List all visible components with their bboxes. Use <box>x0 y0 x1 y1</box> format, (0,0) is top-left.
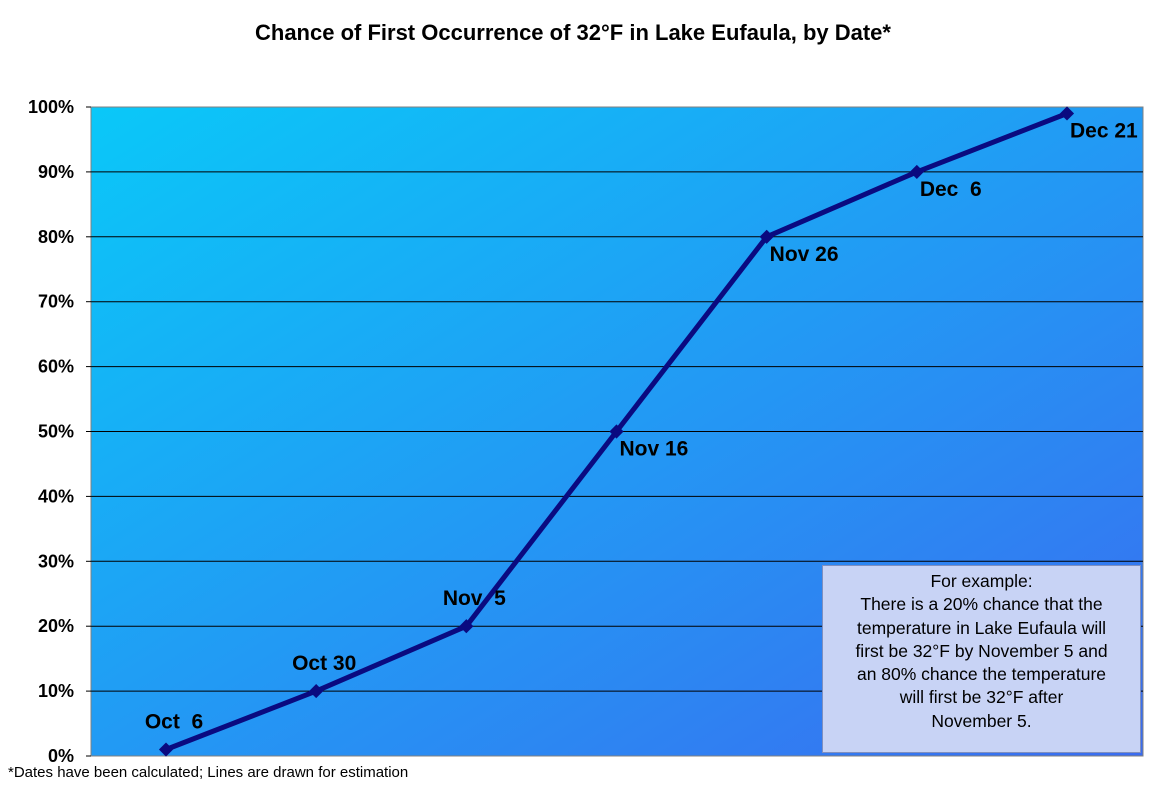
data-label: Oct 6 <box>145 711 203 734</box>
y-tick-label: 30% <box>38 551 74 571</box>
data-label: Nov 26 <box>770 243 839 266</box>
annotation-line: will first be 32°F after <box>899 687 1064 708</box>
annotation-line: temperature in Lake Eufaula will <box>856 617 1107 638</box>
y-tick-label: 100% <box>28 97 74 117</box>
y-tick-label: 90% <box>38 162 74 182</box>
y-tick-label: 70% <box>38 292 74 312</box>
y-tick-label: 0% <box>48 746 74 766</box>
annotation-box: For example: There is a 20% chance that t… <box>822 565 1141 753</box>
annotation-line: For example: <box>930 571 1033 591</box>
data-point-marker <box>1059 106 1075 121</box>
data-point-marker <box>609 424 624 439</box>
y-tick-label: 20% <box>38 616 74 636</box>
data-point-marker <box>759 229 774 244</box>
footnote: *Dates have been calculated; Lines are d… <box>8 764 409 781</box>
data-label: Nov 5 <box>443 587 506 610</box>
annotation-line: There is a 20% chance that the <box>860 594 1103 615</box>
y-tick-label: 60% <box>38 357 74 377</box>
data-label: Dec 6 <box>920 178 982 201</box>
annotation-line: first be 32°F by November 5 and <box>855 640 1108 661</box>
y-tick-label: 10% <box>38 681 74 701</box>
annotation-line: an 80% chance the temperature <box>856 664 1107 685</box>
chart-title: Chance of First Occurrence of 32°F in La… <box>255 20 891 45</box>
data-point-marker <box>309 684 324 699</box>
annotation-line: November 5. <box>931 710 1032 731</box>
data-point-marker <box>158 742 174 757</box>
data-label: Nov 16 <box>620 438 689 461</box>
y-tick-label: 80% <box>38 227 74 247</box>
data-point-marker <box>459 619 474 634</box>
y-tick-label: 50% <box>38 422 74 442</box>
data-label: Oct 30 <box>292 652 356 675</box>
data-point-marker <box>909 164 924 179</box>
data-label: Dec 21 <box>1070 119 1138 142</box>
y-tick-label: 40% <box>38 486 74 506</box>
